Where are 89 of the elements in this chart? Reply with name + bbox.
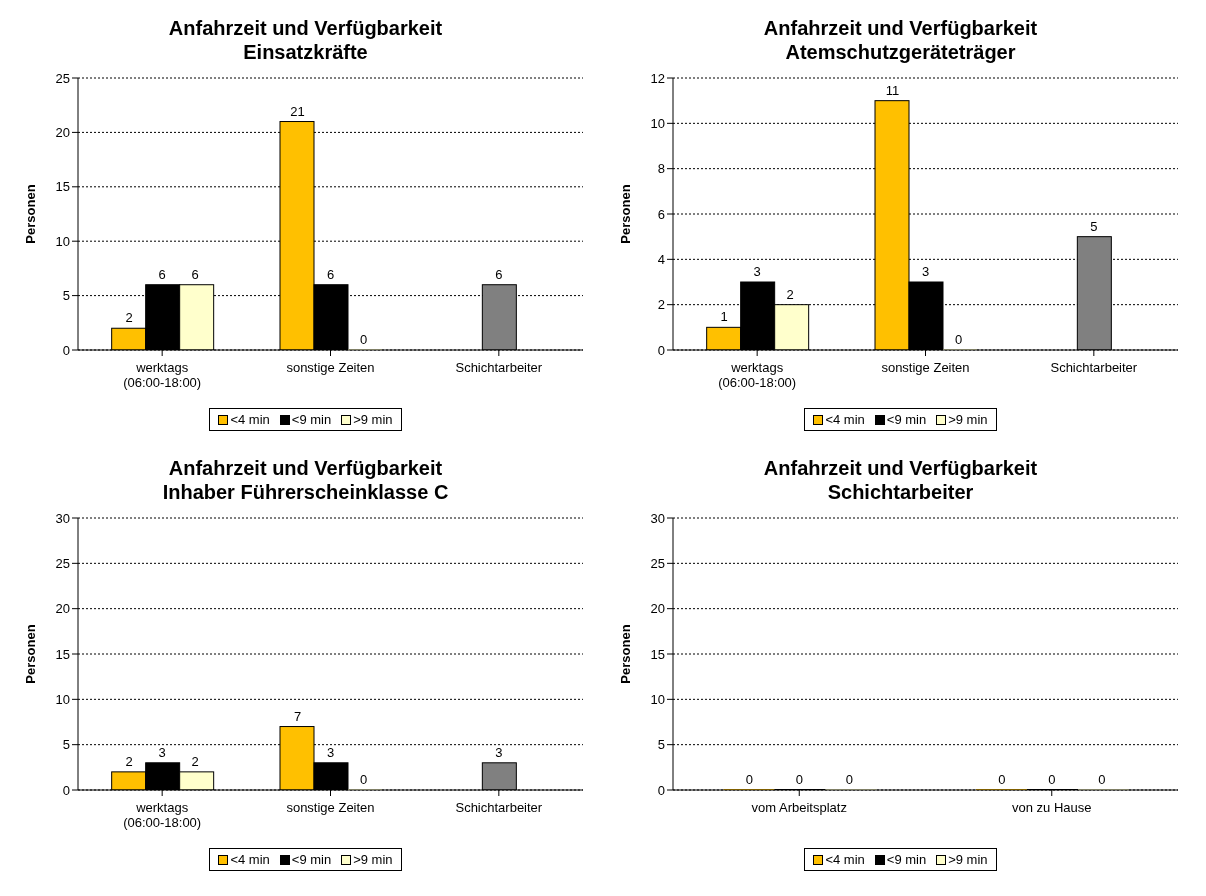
data-label: 11 <box>885 82 900 98</box>
data-label: 1 <box>720 309 728 325</box>
x-tick-label: Schichtarbeiter <box>455 800 543 815</box>
legend-label: <9 min <box>886 852 927 867</box>
x-tick-label: von zu Hause <box>1012 800 1092 815</box>
data-label: 6 <box>326 266 335 282</box>
y-tick-label: 0 <box>657 342 665 358</box>
y-axis-title: Personen <box>22 624 38 684</box>
data-label: 0 <box>795 772 803 787</box>
x-tick-label: Schichtarbeiter <box>455 360 543 375</box>
y-tick-label: 5 <box>62 288 70 304</box>
legend-label: >9 min <box>353 852 393 867</box>
y-axis-title: Personen <box>617 184 633 244</box>
chart-title: Anfahrzeit und Verfügbarkeit <box>167 456 444 480</box>
legend-label: <9 min <box>291 412 332 427</box>
x-tick-label: werktags (06:00-18:00) <box>123 800 202 830</box>
y-tick-label: 0 <box>657 782 665 798</box>
chart-subtitle: Atemschutzgeräteträger <box>784 40 1017 64</box>
data-label: 3 <box>921 264 930 279</box>
legend-label: <4 min <box>230 852 270 867</box>
data-label: 3 <box>495 744 503 760</box>
legend-label: <4 min <box>230 412 270 427</box>
legend-label: <4 min <box>825 852 865 867</box>
y-tick-label: 10 <box>650 115 665 131</box>
legend-label: >9 min <box>948 412 988 427</box>
y-tick-label: 20 <box>55 125 70 141</box>
y-tick-label: 6 <box>657 206 665 222</box>
data-label: 3 <box>158 744 166 760</box>
data-label: 6 <box>495 266 503 282</box>
y-tick-label: 2 <box>657 297 665 313</box>
x-tick-label: vom Arbeitsplatz <box>751 800 847 815</box>
chart-subtitle: Einsatzkräfte <box>242 40 369 64</box>
y-tick-label: 0 <box>62 342 70 358</box>
y-tick-label: 5 <box>62 737 70 753</box>
legend-label: >9 min <box>948 852 988 867</box>
y-tick-label: 10 <box>55 233 70 249</box>
legend-label: >9 min <box>353 412 393 427</box>
y-tick-label: 20 <box>650 601 665 617</box>
data-label: 5 <box>1090 218 1098 234</box>
y-tick-label: 15 <box>55 646 70 662</box>
data-label: 0 <box>845 772 853 787</box>
x-tick-label: sonstige Zeiten <box>286 800 375 815</box>
data-label: 2 <box>125 310 133 326</box>
y-tick-label: 5 <box>657 737 665 753</box>
data-label: 0 <box>954 332 963 347</box>
data-label: 2 <box>191 753 199 769</box>
y-axis-title: Personen <box>22 184 38 244</box>
chart-title: Anfahrzeit und Verfügbarkeit <box>168 16 443 40</box>
data-label: 7 <box>293 708 302 724</box>
chart-subtitle: Inhaber Führerscheinklasse C <box>162 480 449 504</box>
legend-label: <9 min <box>291 852 332 867</box>
y-tick-label: 25 <box>55 555 70 571</box>
data-label: 0 <box>745 772 753 787</box>
chart-title: Anfahrzeit und Verfügbarkeit <box>763 456 1038 480</box>
y-tick-label: 10 <box>650 691 665 707</box>
y-tick-label: 30 <box>650 510 665 526</box>
x-tick-label: sonstige Zeiten <box>881 360 970 375</box>
data-label: 6 <box>191 266 199 282</box>
chart-subtitle: Schichtarbeiter <box>826 480 975 504</box>
y-tick-label: 15 <box>55 179 70 195</box>
x-tick-label: sonstige Zeiten <box>286 360 375 375</box>
y-tick-label: 15 <box>650 646 665 662</box>
y-tick-label: 25 <box>55 70 70 86</box>
y-tick-label: 8 <box>657 161 665 177</box>
data-label: 0 <box>998 772 1006 787</box>
y-tick-label: 20 <box>55 601 70 617</box>
y-tick-label: 30 <box>55 510 70 526</box>
y-axis-title: Personen <box>617 624 633 684</box>
y-tick-label: 0 <box>62 782 70 798</box>
legend-label: <4 min <box>825 412 865 427</box>
data-label: 0 <box>1048 772 1056 787</box>
chart-title: Anfahrzeit und Verfügbarkeit <box>763 16 1038 40</box>
data-label: 0 <box>359 772 368 787</box>
data-label: 0 <box>359 332 368 347</box>
data-label: 2 <box>786 286 794 302</box>
y-tick-label: 10 <box>55 691 70 707</box>
x-tick-label: werktags (06:00-18:00) <box>718 360 797 390</box>
data-label: 2 <box>125 753 133 769</box>
y-tick-label: 12 <box>650 70 665 86</box>
data-label: 0 <box>1098 772 1106 787</box>
data-label: 6 <box>158 266 166 282</box>
data-label: 3 <box>326 744 335 760</box>
x-tick-label: Schichtarbeiter <box>1050 360 1138 375</box>
data-label: 3 <box>753 264 761 279</box>
legend-label: <9 min <box>886 412 927 427</box>
y-tick-label: 25 <box>650 555 665 571</box>
y-tick-label: 4 <box>657 251 665 267</box>
data-label: 21 <box>290 103 305 119</box>
x-tick-label: werktags (06:00-18:00) <box>123 360 202 390</box>
